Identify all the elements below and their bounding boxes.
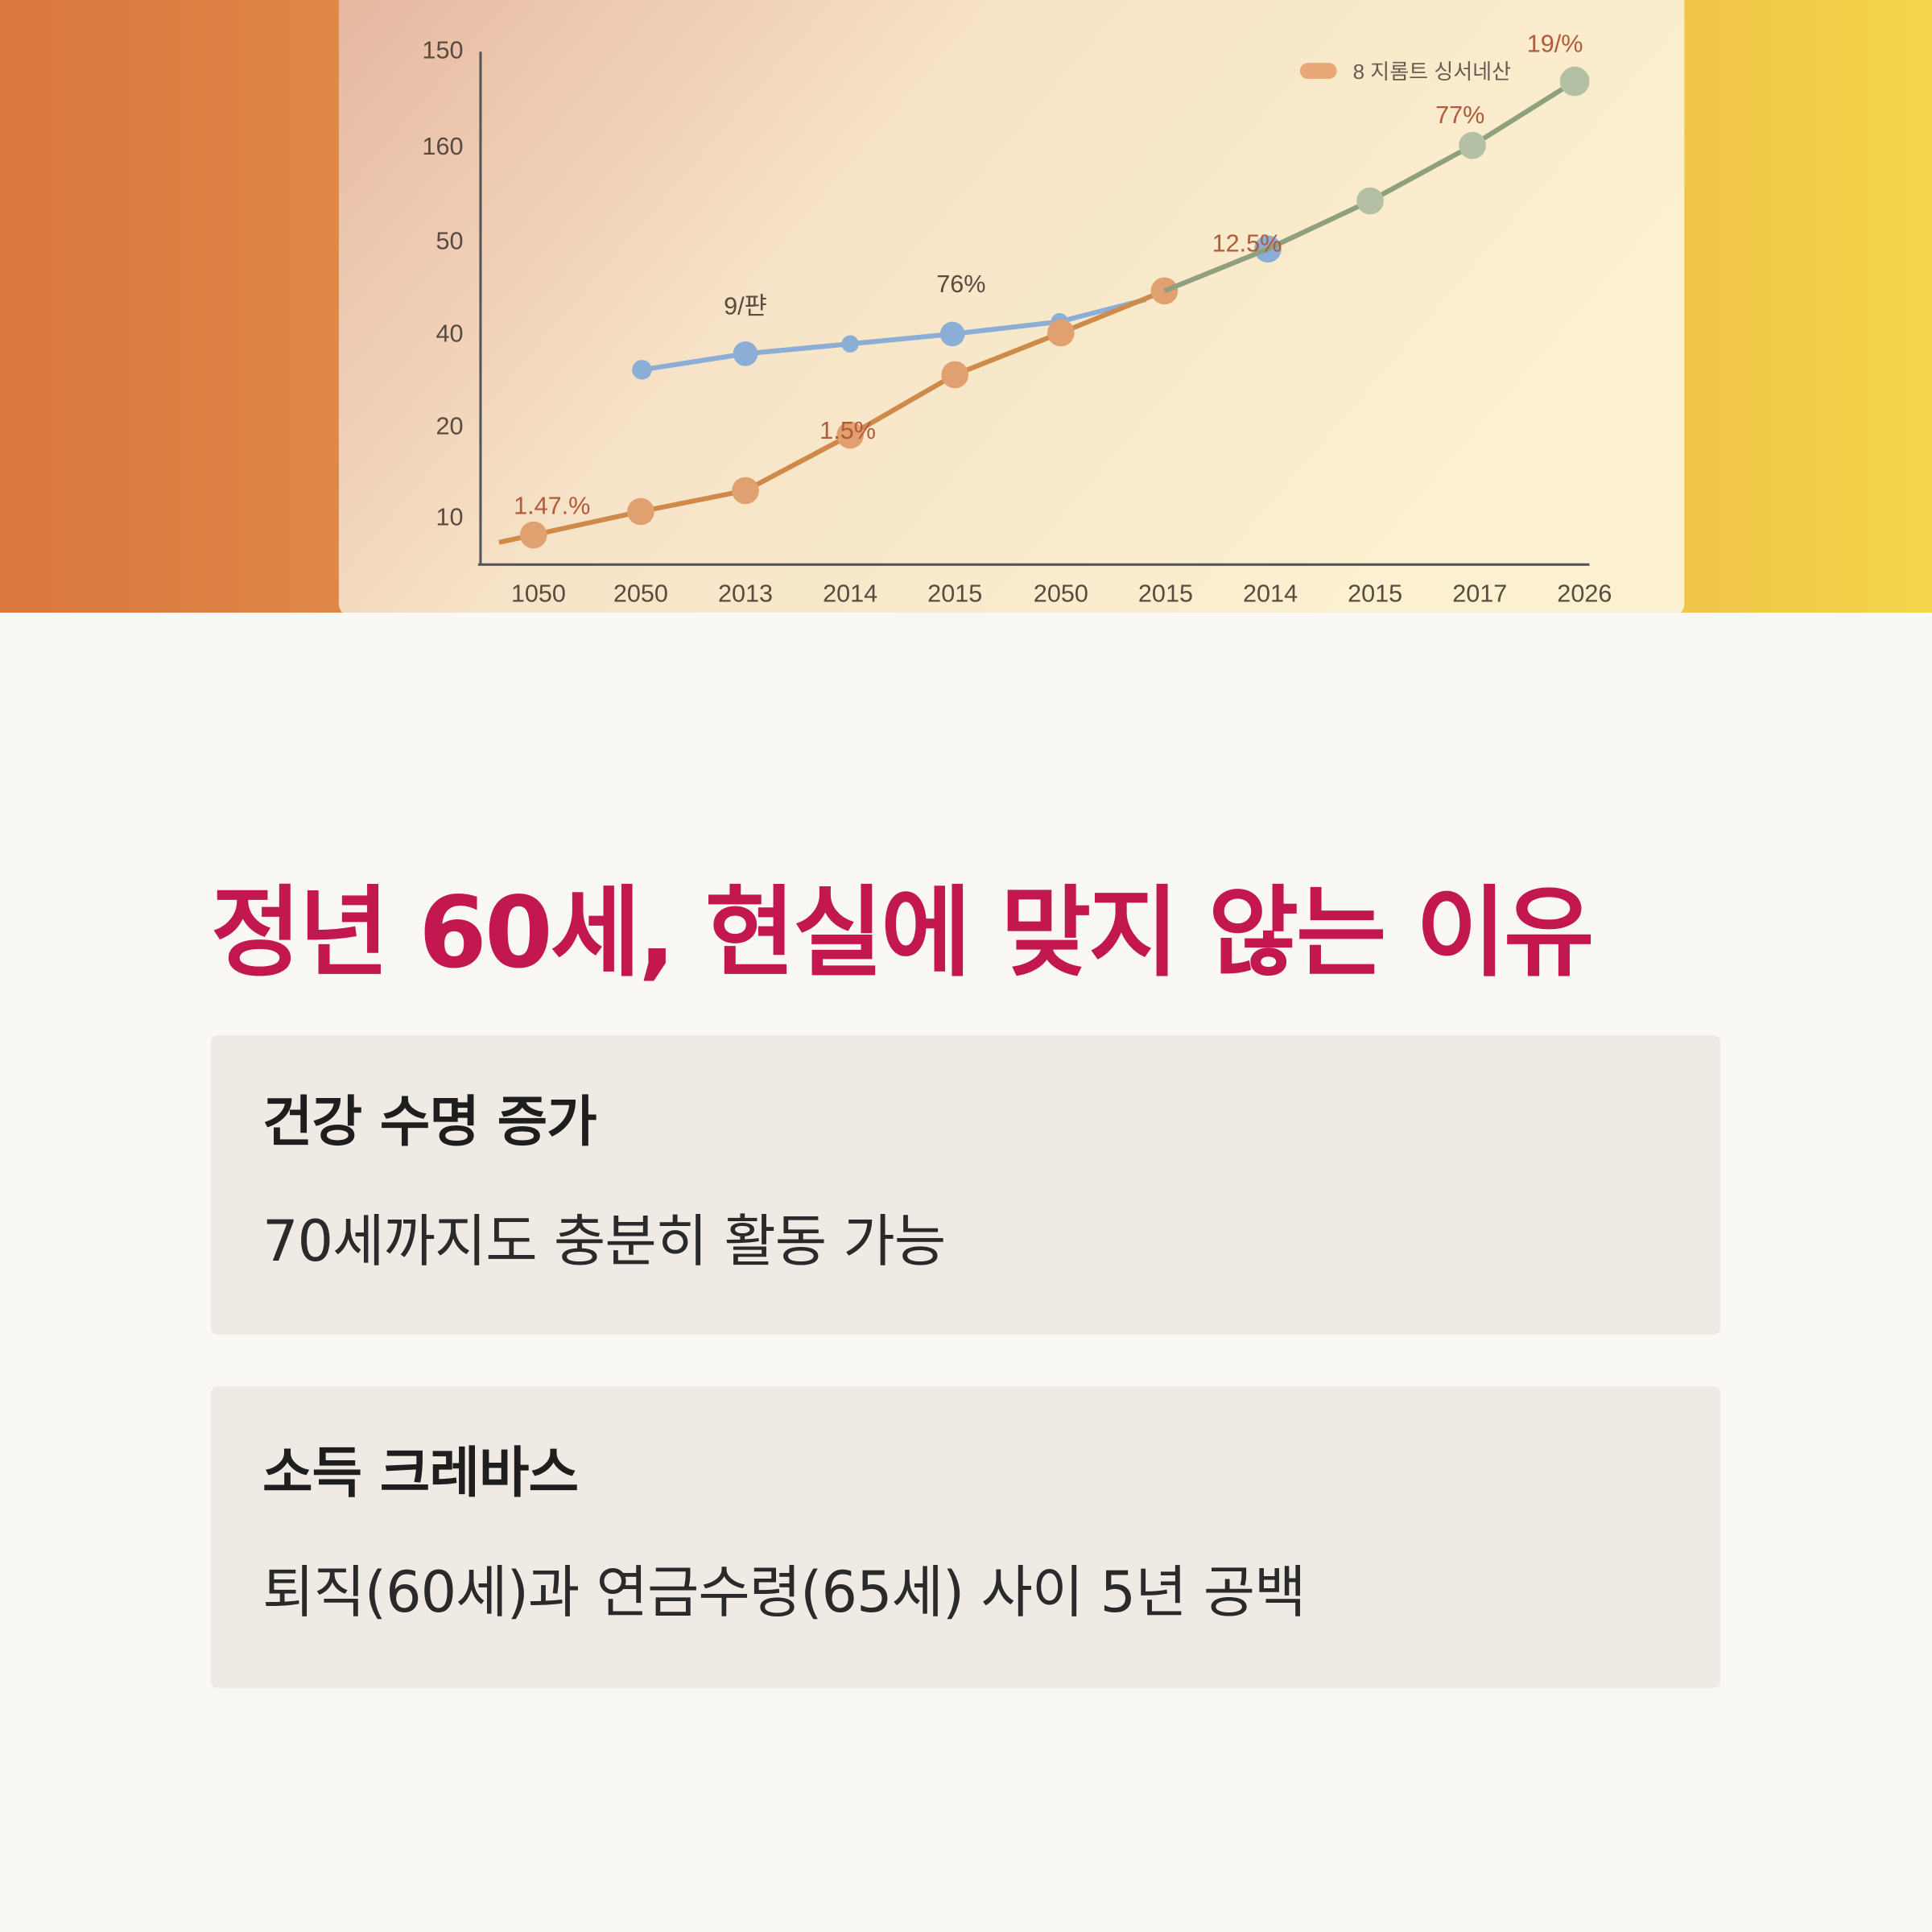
x-label: 2015 xyxy=(1138,580,1193,608)
point xyxy=(1356,187,1384,215)
x-label: 2015 xyxy=(1348,580,1402,608)
x-label: 2014 xyxy=(1243,580,1298,608)
blue-line xyxy=(632,235,1282,380)
point xyxy=(1459,131,1486,159)
point xyxy=(732,477,759,505)
point xyxy=(632,360,652,380)
x-label: 2050 xyxy=(1034,580,1088,608)
point xyxy=(841,335,859,353)
card-heading: 소득 크레바스 xyxy=(262,1442,579,1505)
annotation: 1.47.% xyxy=(514,492,590,519)
card-body: 70세까지도 충분히 활동 가능 xyxy=(262,1208,946,1274)
annotation: 1.5% xyxy=(819,417,876,444)
title: 정년 60세, 현실에 맞지 않는 이유 xyxy=(211,876,1594,990)
orange-line xyxy=(498,277,1179,549)
x-label: 2026 xyxy=(1557,580,1612,608)
y-label: 150 xyxy=(422,36,463,64)
annotation: 76% xyxy=(936,270,985,298)
x-label: 2014 xyxy=(823,580,877,608)
annotation: 9/퍈 xyxy=(724,292,767,320)
point xyxy=(1559,66,1590,97)
point xyxy=(836,421,864,449)
x-label: 1050 xyxy=(511,580,566,608)
point xyxy=(939,321,965,347)
point xyxy=(627,497,654,526)
y-label: 10 xyxy=(436,504,463,531)
y-labels: 150 160 50 40 20 10 xyxy=(422,36,463,530)
y-label: 20 xyxy=(436,412,463,440)
line xyxy=(641,297,1147,373)
y-label: 160 xyxy=(422,133,463,160)
annotations: 1.47.% 9/퍈 1.5% 76% 12.5% 77% 19/% xyxy=(514,30,1583,519)
x-label: 2017 xyxy=(1452,580,1507,608)
point xyxy=(1047,319,1075,347)
x-labels: 1050 2050 2013 2014 2015 2050 2015 2014 … xyxy=(511,580,1612,608)
point xyxy=(941,361,969,389)
point xyxy=(733,341,758,366)
chart-illustration: 150 160 50 40 20 10 1050 2050 2013 2014 … xyxy=(0,0,1932,613)
x-label: 2050 xyxy=(613,580,668,608)
card: 건강 수명 증가 70세까지도 충분히 활동 가능 xyxy=(211,1035,1720,1335)
point xyxy=(519,521,547,549)
annotation: 12.5% xyxy=(1212,229,1282,257)
line xyxy=(498,288,1166,545)
y-label: 40 xyxy=(436,320,463,348)
point xyxy=(1150,277,1179,305)
card-heading: 건강 수명 증가 xyxy=(262,1091,597,1154)
card: 소득 크레바스 퇴직(60세)과 연금수령(65세) 사이 5년 공백 xyxy=(211,1386,1720,1688)
x-label: 2013 xyxy=(718,580,773,608)
legend: 8 지롬트 싱서네산 xyxy=(1353,60,1511,84)
paper xyxy=(338,0,1685,613)
card-body: 퇴직(60세)과 연금수령(65세) 사이 5년 공백 xyxy=(262,1559,1307,1625)
legend-swatch xyxy=(1299,63,1337,79)
y-label: 50 xyxy=(436,228,463,255)
x-label: 2015 xyxy=(927,580,982,608)
green-line xyxy=(1163,66,1590,294)
annotation: 77% xyxy=(1435,101,1484,129)
annotation: 19/% xyxy=(1527,30,1583,57)
